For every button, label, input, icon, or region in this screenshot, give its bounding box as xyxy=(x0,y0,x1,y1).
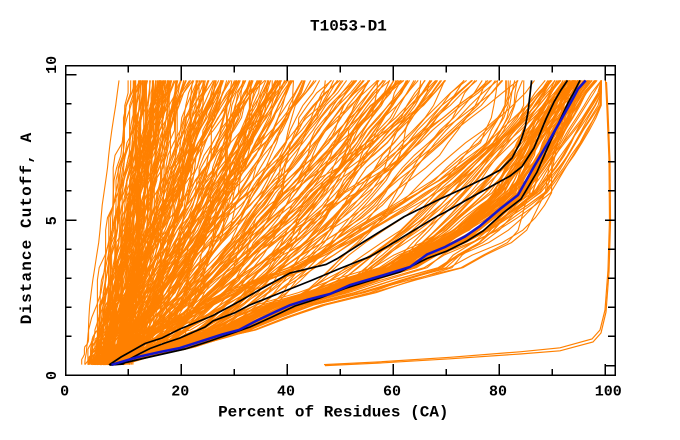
svg-text:0: 0 xyxy=(44,371,61,380)
svg-text:10: 10 xyxy=(44,56,61,74)
svg-text:5: 5 xyxy=(44,216,61,225)
svg-text:T1053-D1: T1053-D1 xyxy=(310,18,387,36)
svg-text:0: 0 xyxy=(60,383,69,400)
svg-text:40: 40 xyxy=(277,383,295,400)
svg-text:80: 80 xyxy=(489,383,507,400)
svg-text:Distance Cutoff, A: Distance Cutoff, A xyxy=(18,132,36,325)
svg-text:60: 60 xyxy=(383,383,401,400)
svg-text:100: 100 xyxy=(595,383,622,400)
svg-text:Percent of Residues (CA): Percent of Residues (CA) xyxy=(218,404,448,422)
svg-text:20: 20 xyxy=(171,383,189,400)
